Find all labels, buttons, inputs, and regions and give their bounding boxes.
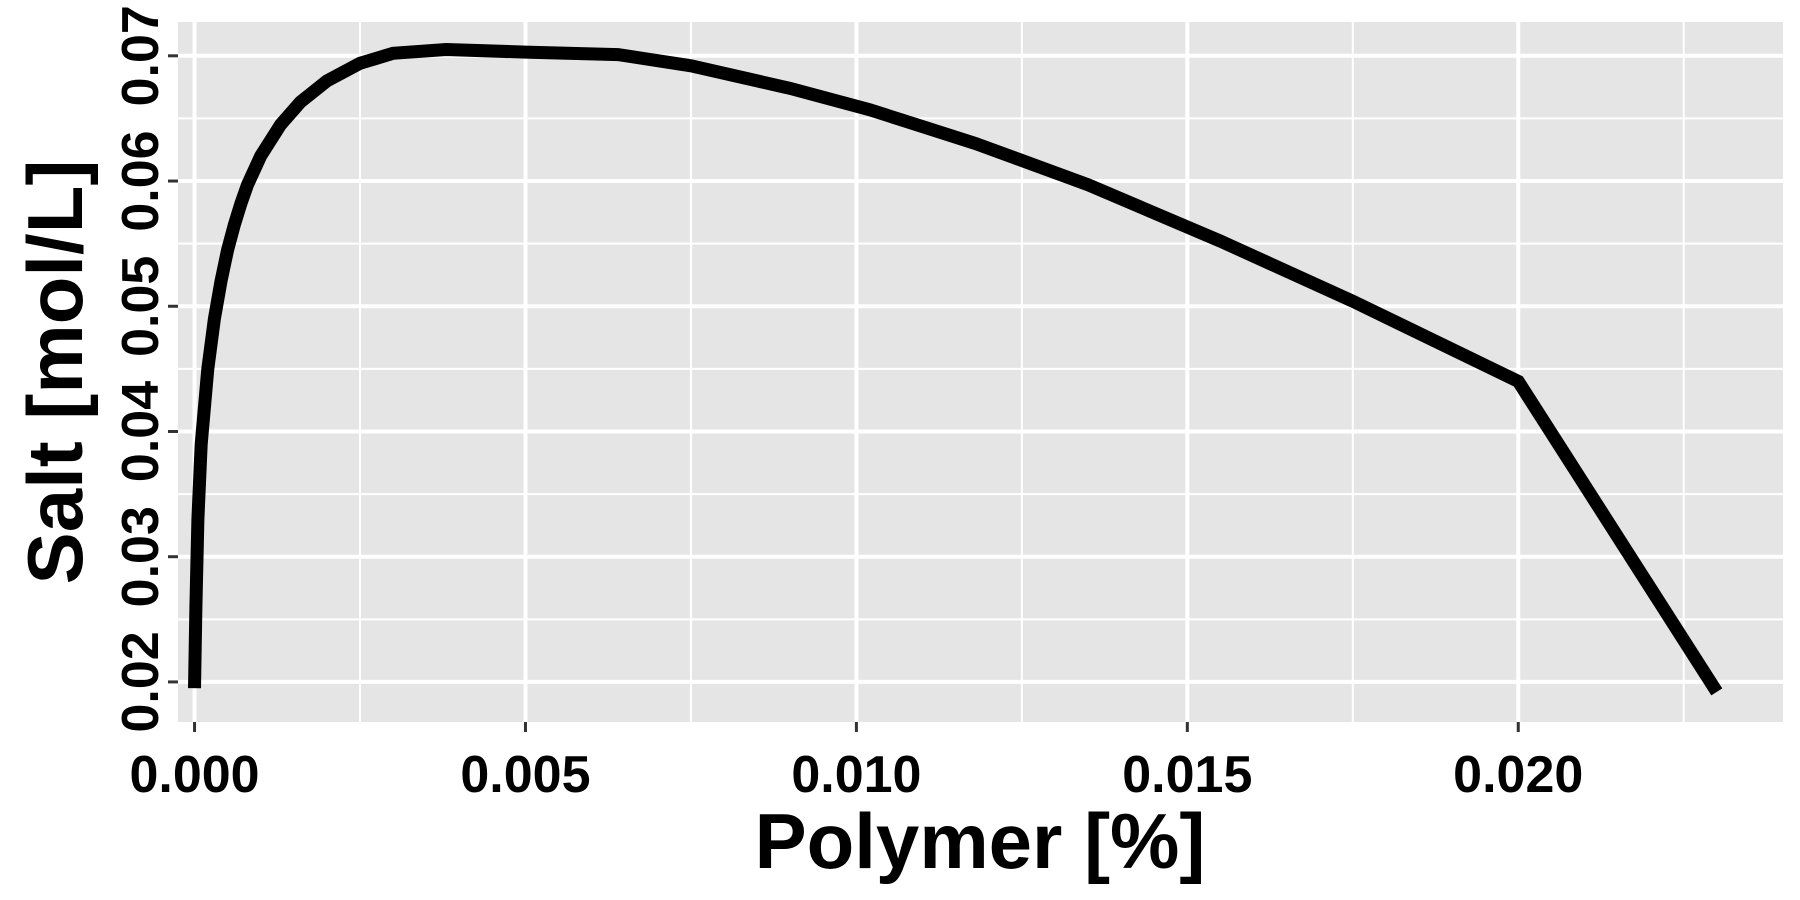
x-tick-labels: 0.000 0.005 0.010 0.015 0.020 [129, 746, 1583, 804]
axis-ticks [168, 54, 1520, 732]
x-tick-label: 0.005 [460, 746, 590, 804]
x-axis-title: Polymer [%] [755, 797, 1206, 885]
y-tick-label: 0.03 [112, 506, 170, 607]
x-tick-label: 0.015 [1122, 746, 1252, 804]
y-tick-label: 0.06 [112, 130, 170, 231]
y-axis-title: Salt [mol/L] [11, 160, 99, 585]
x-tick-label: 0.000 [129, 746, 259, 804]
grid-minor [178, 22, 1783, 722]
y-tick-label: 0.02 [112, 631, 170, 732]
x-tick-label: 0.020 [1453, 746, 1583, 804]
y-tick-label: 0.04 [112, 381, 170, 482]
y-tick-label: 0.05 [112, 256, 170, 357]
x-tick-label: 0.010 [791, 746, 921, 804]
plot-panel [178, 22, 1783, 722]
series-line [188, 42, 1723, 696]
y-tick-label: 0.07 [112, 5, 170, 106]
y-tick-labels: 0.02 0.03 0.04 0.05 0.06 0.07 [112, 5, 170, 732]
